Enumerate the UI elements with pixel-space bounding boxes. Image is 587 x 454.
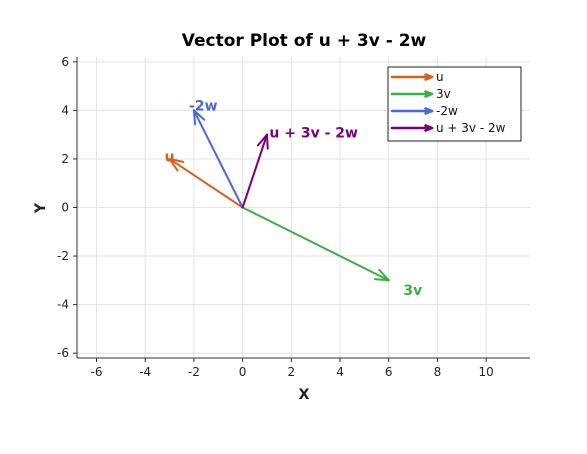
legend-entry-3v: 3v bbox=[436, 87, 451, 101]
vector-label-u: u bbox=[165, 150, 175, 166]
legend-swatch-3v bbox=[390, 90, 434, 98]
x-tick-label: -4 bbox=[139, 365, 151, 379]
y-tick-label: 6 bbox=[61, 55, 69, 69]
legend-entry-u-3v-2w: u + 3v - 2w bbox=[436, 121, 506, 135]
x-tick-label: 8 bbox=[434, 365, 442, 379]
vector-label-2w: -2w bbox=[189, 99, 218, 115]
vector-3v bbox=[241, 206, 390, 282]
y-tick-label: -2 bbox=[57, 249, 69, 263]
x-tick-label: 10 bbox=[479, 365, 494, 379]
tick-labels: -6 -4 -2 0 2 4 6 8 10 -6 -4 -2 0 2 4 6 bbox=[57, 55, 494, 379]
vector-u bbox=[168, 157, 244, 209]
vector-u-3v-2w bbox=[241, 133, 269, 209]
x-tick-label: 4 bbox=[336, 365, 344, 379]
legend-swatch-u-3v-2w bbox=[390, 124, 434, 132]
legend-entry-u: u bbox=[436, 70, 444, 84]
chart-title: Vector Plot of u + 3v - 2w bbox=[182, 31, 427, 51]
y-tick-label: 0 bbox=[61, 201, 69, 215]
vector-2w bbox=[192, 109, 244, 209]
vector-label-3v: 3v bbox=[403, 283, 422, 299]
axes bbox=[73, 57, 530, 362]
vectors bbox=[168, 109, 390, 282]
vector-labels: u 3v -2w u + 3v - 2w bbox=[165, 99, 423, 299]
legend-box bbox=[387, 66, 522, 142]
y-tick-label: -4 bbox=[57, 298, 69, 312]
x-tick-label: 2 bbox=[288, 365, 296, 379]
legend-swatch-u bbox=[390, 73, 434, 81]
y-axis-label: Y bbox=[33, 202, 49, 214]
legend-swatch-2w bbox=[390, 107, 434, 115]
vector-label-u-3v-2w: u + 3v - 2w bbox=[269, 125, 358, 141]
y-tick-label: 2 bbox=[61, 152, 69, 166]
legend: u 3v -2w u + 3v - 2w bbox=[387, 66, 522, 142]
x-tick-label: -2 bbox=[188, 365, 200, 379]
x-tick-label: 0 bbox=[239, 365, 247, 379]
x-axis-label: X bbox=[299, 387, 310, 403]
y-tick-label: 4 bbox=[61, 103, 69, 117]
x-tick-label: -6 bbox=[90, 365, 102, 379]
x-tick-label: 6 bbox=[385, 365, 393, 379]
legend-entry-2w: -2w bbox=[436, 104, 458, 118]
y-tick-label: -6 bbox=[57, 346, 69, 360]
